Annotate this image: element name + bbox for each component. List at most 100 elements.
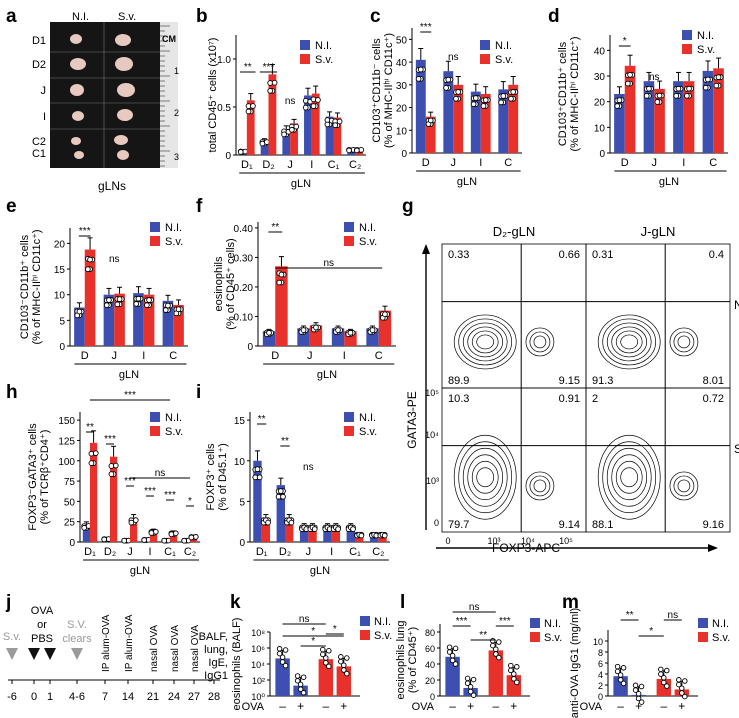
data-point [676,681,682,688]
bar-ni [702,70,714,153]
data-point [449,657,456,664]
y-tick-label: 10 [396,126,408,137]
data-point [346,147,352,154]
bar-ni [498,89,509,153]
panel-letter-i: i [196,382,201,403]
lymph-node-blob [72,111,84,121]
data-point [635,695,642,702]
legend-label-sv: S.v. [374,630,392,642]
legend-label-sv: S.v. [712,632,730,644]
x-tick-label: I [682,157,685,169]
timeline-event-label: nasal OVA [149,625,160,672]
y-tick-label: 4 [598,670,603,680]
y-tick-label: 0 [69,538,75,549]
data-point [103,302,110,309]
bar-sv [331,525,341,542]
data-point [496,654,502,661]
photo-row-label: J [41,85,47,97]
data-point [76,308,83,315]
bar-ni [260,140,269,155]
data-point [175,306,182,313]
data-point [313,324,319,331]
significance-label: *** [124,390,136,401]
data-point [188,534,195,541]
x-tick-label: D₁ [256,546,268,558]
bar-sv [308,525,317,542]
significance-label: *** [104,434,116,445]
significance-label: ns [109,254,120,265]
contour-line [476,467,495,488]
y-axis-label: (% of TCRβ⁺CD4⁺) [39,430,51,525]
contour-line [597,434,661,520]
data-point [297,686,304,692]
significance-label: ns [155,468,166,479]
data-point [132,517,139,524]
panel-letter-j: j [5,592,11,613]
y-axis-label: (% of CD45⁺) [407,627,419,693]
timeline-event-label: or [37,619,47,631]
legend-label-sv: S.v. [165,236,183,248]
data-point [277,488,284,494]
significance-label: ** [244,62,252,73]
bar-sv [275,266,288,346]
legend-label-sv: S.v. [315,54,333,66]
timeline-day-label: 4-6 [69,691,85,703]
significance-label: ns [303,462,314,473]
x-tick-label: C₂ [184,546,196,558]
bar-sv [290,123,298,155]
data-point [658,666,664,673]
ova-category-label: + [340,699,347,713]
y-tick-label: 60 [425,644,435,654]
flow-x-tick: 10⁵ [559,536,573,546]
contour-line [458,441,513,514]
data-point [256,474,263,481]
significance-label: * [311,626,315,637]
lymph-node-blob [74,151,84,159]
lymph-node-blob [114,135,128,145]
ova-category-label: + [678,699,685,713]
y-tick-label: 2 [598,681,603,691]
data-point [632,687,639,693]
data-point [498,99,504,106]
y-tick-label: 5 [239,497,245,508]
y-tick-label: 30 [396,81,408,92]
quadrant-percent: 2 [592,393,598,405]
data-point [496,639,502,645]
legend-label-sv: S.v. [697,44,715,56]
timeline-day-label: 27 [188,691,200,703]
contour-line [606,322,652,362]
quadrant-percent: 10.3 [448,393,469,405]
bar-sv [453,84,464,153]
x-tick-label: J [307,350,313,362]
data-point [514,664,520,670]
data-point [705,76,711,83]
y-tick-label: 125 [58,436,75,447]
legend-label-ni: N.I. [544,618,561,630]
photo-row-label: C1 [32,148,46,160]
flow-y-tick: 10³ [426,476,439,486]
lymph-node-blob [117,150,129,160]
data-point [682,693,688,700]
data-point [617,677,624,683]
contour-line [597,314,661,370]
timeline-day-label: 7 [102,691,108,703]
y-axis-label: total CD45⁺ cells (x10⁷) [207,38,219,153]
contour-line [620,467,639,488]
data-point [415,75,422,82]
data-point [288,519,295,526]
legend-label-ni: N.I. [315,40,332,52]
x-tick-label: I [343,350,346,362]
data-point [620,680,627,687]
data-point [280,493,286,500]
y-tick-label: 10 [54,291,66,302]
data-point [341,667,347,673]
y-tick-label: 0 [59,342,65,353]
data-point [676,677,682,683]
data-point [259,140,266,147]
data-point [382,311,388,318]
bar-sv [656,678,671,696]
contour-line [677,335,691,349]
x-tick-label: D₂ [104,546,116,558]
data-point [470,692,477,698]
significance-label: ** [86,422,94,433]
